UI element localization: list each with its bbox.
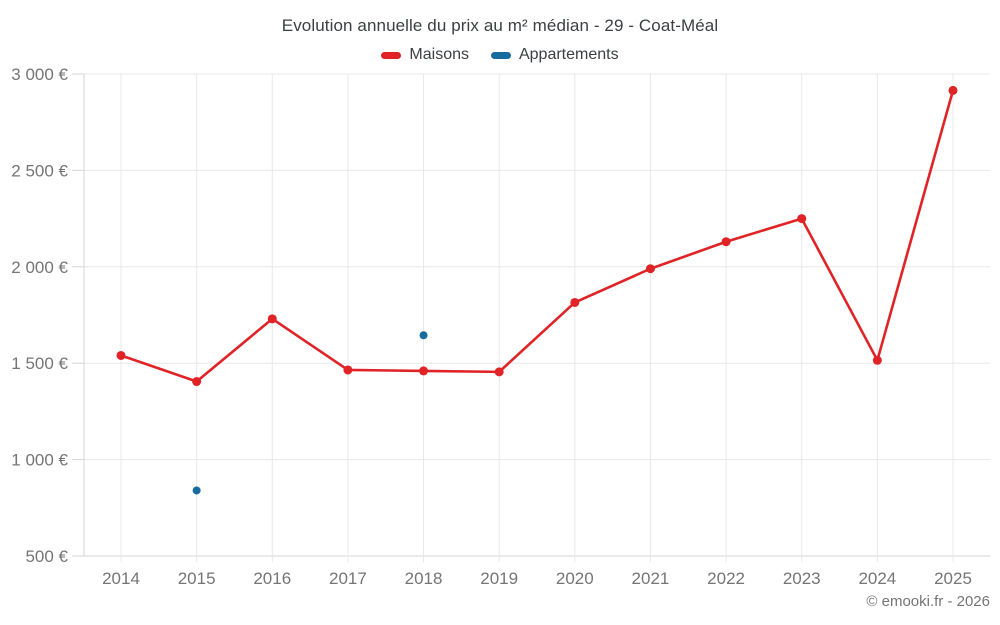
data-point-maisons-2019[interactable] (494, 367, 504, 377)
x-tick-label-2025: 2025 (934, 569, 972, 588)
x-tick-label-2015: 2015 (178, 569, 216, 588)
data-point-maisons-2015[interactable] (192, 377, 202, 387)
legend-item-maisons[interactable]: Maisons (381, 46, 469, 64)
data-point-maisons-2014[interactable] (116, 350, 126, 360)
x-tick-label-2024: 2024 (858, 569, 896, 588)
data-point-maisons-2020[interactable] (570, 297, 580, 307)
y-tick-label-2000: 2 000 € (11, 258, 68, 277)
data-point-maisons-2024[interactable] (872, 355, 882, 365)
data-point-maisons-2022[interactable] (721, 237, 731, 247)
data-point-maisons-2016[interactable] (267, 314, 277, 324)
legend-label-appartements: Appartements (518, 46, 619, 63)
x-tick-label-2016: 2016 (253, 569, 291, 588)
legend-swatch-appartements-icon (490, 51, 511, 59)
legend-swatch-maisons-icon (381, 51, 402, 59)
data-point-maisons-2025[interactable] (948, 85, 958, 95)
y-tick-label-1000: 1 000 € (11, 451, 68, 470)
x-tick-label-2022: 2022 (707, 569, 745, 588)
chart-legend: Maisons Appartements (0, 46, 1000, 64)
data-point-maisons-2021[interactable] (645, 264, 655, 274)
chart-title: Evolution annuelle du prix au m² médian … (281, 16, 719, 35)
data-point-appartements-2015[interactable] (192, 486, 201, 495)
x-tick-label-2018: 2018 (405, 569, 443, 588)
series-line-maisons (119, 89, 955, 383)
legend-label-maisons: Maisons (409, 46, 469, 63)
data-point-maisons-2017[interactable] (343, 365, 353, 375)
x-tick-label-2023: 2023 (783, 569, 821, 588)
y-tick-label-3000: 3 000 € (11, 65, 68, 84)
legend-item-appartements[interactable]: Appartements (490, 46, 619, 64)
data-point-maisons-2018[interactable] (419, 366, 429, 376)
x-tick-label-2020: 2020 (556, 569, 594, 588)
x-tick-label-2017: 2017 (329, 569, 367, 588)
y-tick-label-2500: 2 500 € (11, 161, 68, 180)
x-tick-label-2014: 2014 (102, 569, 140, 588)
x-tick-label-2019: 2019 (480, 569, 518, 588)
data-point-appartements-2018[interactable] (419, 331, 428, 340)
x-tick-label-2021: 2021 (632, 569, 670, 588)
data-point-maisons-2023[interactable] (797, 214, 807, 224)
y-tick-label-1500: 1 500 € (11, 354, 68, 373)
copyright-text: © emooki.fr - 2026 (866, 593, 990, 610)
y-tick-label-500: 500 € (25, 547, 68, 566)
